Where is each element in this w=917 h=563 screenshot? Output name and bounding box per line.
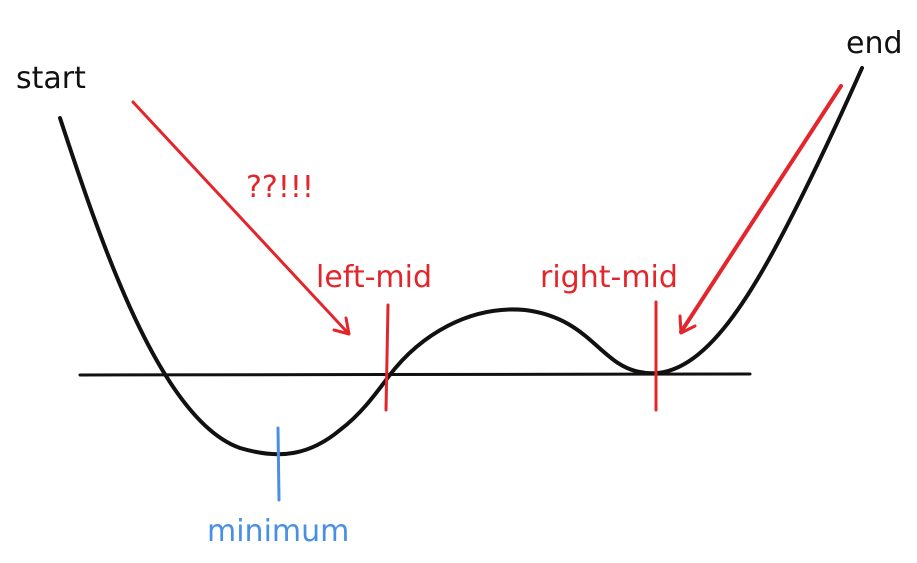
right-mid-label: right-mid <box>540 260 678 295</box>
end-label: end <box>846 26 903 61</box>
function-curve <box>58 66 864 457</box>
left-mid-label: left-mid <box>316 260 432 295</box>
end-arrow <box>678 84 843 335</box>
minimum-label: minimum <box>207 514 349 549</box>
left-mid-marker <box>384 303 390 412</box>
end-arrowhead <box>678 314 697 335</box>
minimum-marker <box>276 426 281 502</box>
start-arrowhead <box>332 316 351 336</box>
start-arrow <box>131 100 351 336</box>
start-label: start <box>16 61 86 96</box>
x-axis-line <box>78 372 752 377</box>
question-label: ??!!! <box>246 170 314 205</box>
